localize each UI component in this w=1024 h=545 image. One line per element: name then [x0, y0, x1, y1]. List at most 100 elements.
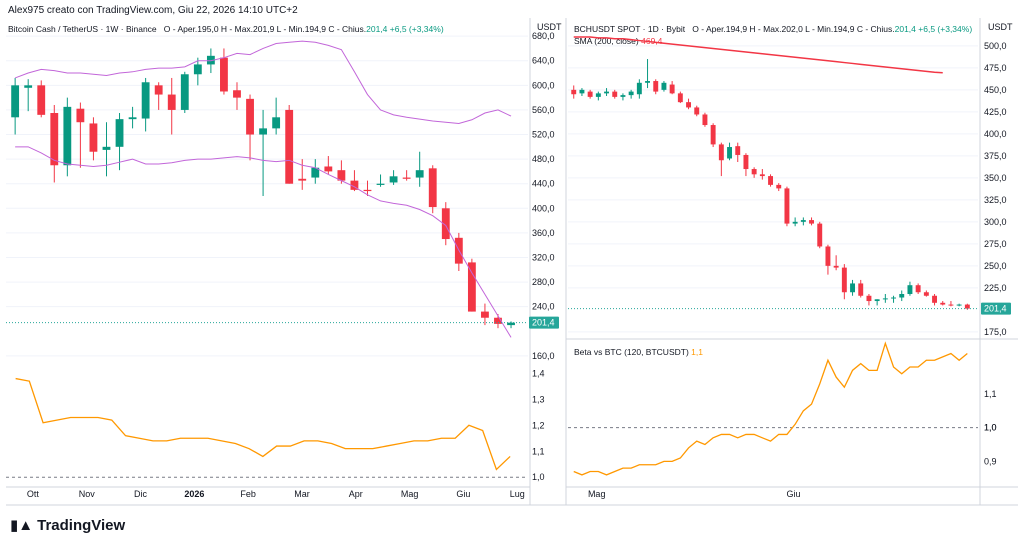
- right-candle: [702, 114, 708, 126]
- left-candle: [37, 85, 46, 115]
- left-candle: [402, 177, 411, 179]
- left-date-tick: Feb: [240, 489, 256, 499]
- brand-name: TradingView: [37, 517, 126, 534]
- right-candle: [727, 147, 732, 159]
- left-last-price-label: 201,4: [532, 318, 555, 328]
- right-last-price-tag: [981, 302, 1011, 315]
- right-candle: [579, 89, 585, 94]
- left-bollinger-upper: [14, 40, 512, 124]
- left-beta-tick: 1,4: [532, 368, 545, 378]
- right-candle: [612, 91, 618, 97]
- left-price-tick: 160,0: [532, 351, 555, 361]
- left-candle: [389, 176, 398, 183]
- right-candle: [956, 304, 962, 306]
- left-candle: [76, 108, 85, 123]
- left-candle: [337, 170, 346, 181]
- left-candle: [259, 128, 267, 135]
- left-candle: [24, 85, 33, 88]
- left-candle: [193, 64, 202, 75]
- right-ohlc: O - Aper.194,9 H - Max.202,0 L - Min.194…: [692, 24, 895, 34]
- left-candle: [415, 170, 424, 178]
- left-candle: [285, 109, 294, 184]
- right-price-tick: 325,0: [984, 195, 1007, 205]
- left-candle: [206, 55, 215, 65]
- right-candle: [915, 285, 921, 293]
- right-price-tick: 175,0: [984, 327, 1007, 337]
- left-date-tick: Ott: [27, 489, 40, 499]
- created-by-label: Alex975 creato con TradingView.com, Giu …: [8, 5, 298, 16]
- right-date-tick: Mag: [588, 489, 606, 499]
- right-sma-line: [573, 36, 943, 74]
- right-beta-tick: 1,1: [984, 389, 997, 399]
- right-candle: [735, 146, 741, 155]
- left-candle: [115, 119, 124, 147]
- right-close: 201,4: [894, 24, 916, 34]
- left-candle: [481, 311, 489, 318]
- right-price-tick: 400,0: [984, 129, 1007, 139]
- left-date-tick: Nov: [79, 489, 96, 499]
- right-candle: [825, 246, 831, 266]
- right-price-tick: 250,0: [984, 261, 1007, 271]
- right-candle: [784, 188, 790, 224]
- right-candle: [891, 297, 896, 299]
- right-candle: [669, 84, 675, 94]
- right-candle: [817, 223, 823, 247]
- right-candle: [932, 295, 937, 303]
- right-candle: [694, 107, 700, 115]
- beta-value: 1,1: [691, 347, 703, 357]
- left-price-tick: 360,0: [532, 228, 555, 238]
- left-change: +6,5 (+3,34%): [389, 24, 444, 34]
- left-price-tick: 320,0: [532, 252, 555, 262]
- left-date-tick: 2026: [184, 489, 204, 499]
- right-candle: [792, 221, 798, 224]
- right-candle: [841, 267, 847, 293]
- right-beta-tick: 1,0: [984, 423, 997, 433]
- right-price-tick: 500,0: [984, 41, 1007, 51]
- right-unit: USDT: [988, 22, 1013, 32]
- right-price-tick: 350,0: [984, 173, 1007, 183]
- right-candle: [710, 125, 716, 145]
- right-candle: [686, 102, 691, 108]
- right-candle: [751, 169, 757, 175]
- left-header: Bitcoin Cash / TetherUS · 1W · Binance O…: [8, 24, 444, 34]
- left-beta-tick: 1,0: [532, 472, 545, 482]
- left-date-tick: Mag: [401, 489, 419, 499]
- left-symbol: Bitcoin Cash / TetherUS · 1W · Binance: [8, 24, 157, 34]
- beta-legend: Beta vs BTC (120, BTCUSDT) 1,1: [574, 347, 703, 357]
- tradingview-logo[interactable]: ▮▲ TradingView: [10, 516, 125, 534]
- left-candle: [141, 82, 150, 119]
- left-candle: [428, 168, 437, 208]
- right-candle: [964, 304, 970, 309]
- left-date-tick: Lug: [510, 489, 525, 499]
- right-candle: [645, 81, 650, 83]
- right-candle: [882, 298, 888, 300]
- right-change: +6,5 (+3,34%): [918, 24, 973, 34]
- left-price-tick: 640,0: [532, 56, 555, 66]
- right-price-tick: 300,0: [984, 217, 1007, 227]
- left-ohlc: O - Aper.195,0 H - Max.201,9 L - Min.194…: [163, 24, 367, 34]
- right-beta-tick: 1,0: [984, 423, 997, 433]
- right-candle: [661, 82, 667, 90]
- right-candle: [850, 283, 855, 293]
- left-candle: [376, 183, 385, 185]
- left-candle: [350, 180, 359, 190]
- left-date-tick: Apr: [349, 489, 363, 499]
- right-candle: [587, 91, 593, 97]
- right-candle: [899, 294, 905, 298]
- left-close: 201,4: [366, 24, 388, 34]
- left-candle: [63, 106, 72, 166]
- left-candle: [324, 166, 333, 172]
- right-last-price-label: 201,4: [984, 304, 1007, 314]
- sma-legend: SMA (200, close) 469,4: [574, 36, 662, 46]
- right-candle: [677, 93, 683, 103]
- left-bollinger-lower: [15, 146, 512, 338]
- right-candle: [718, 144, 724, 161]
- right-candle: [923, 292, 929, 296]
- tradingview-logo-icon: ▮▲: [10, 517, 34, 534]
- left-price-tick: 240,0: [532, 302, 555, 312]
- left-candle: [298, 178, 307, 181]
- left-candle: [220, 57, 228, 92]
- right-header: BCHUSDT SPOT · 1D · Bybit O - Aper.194,9…: [574, 24, 972, 34]
- right-symbol: BCHUSDT SPOT · 1D · Bybit: [574, 24, 686, 34]
